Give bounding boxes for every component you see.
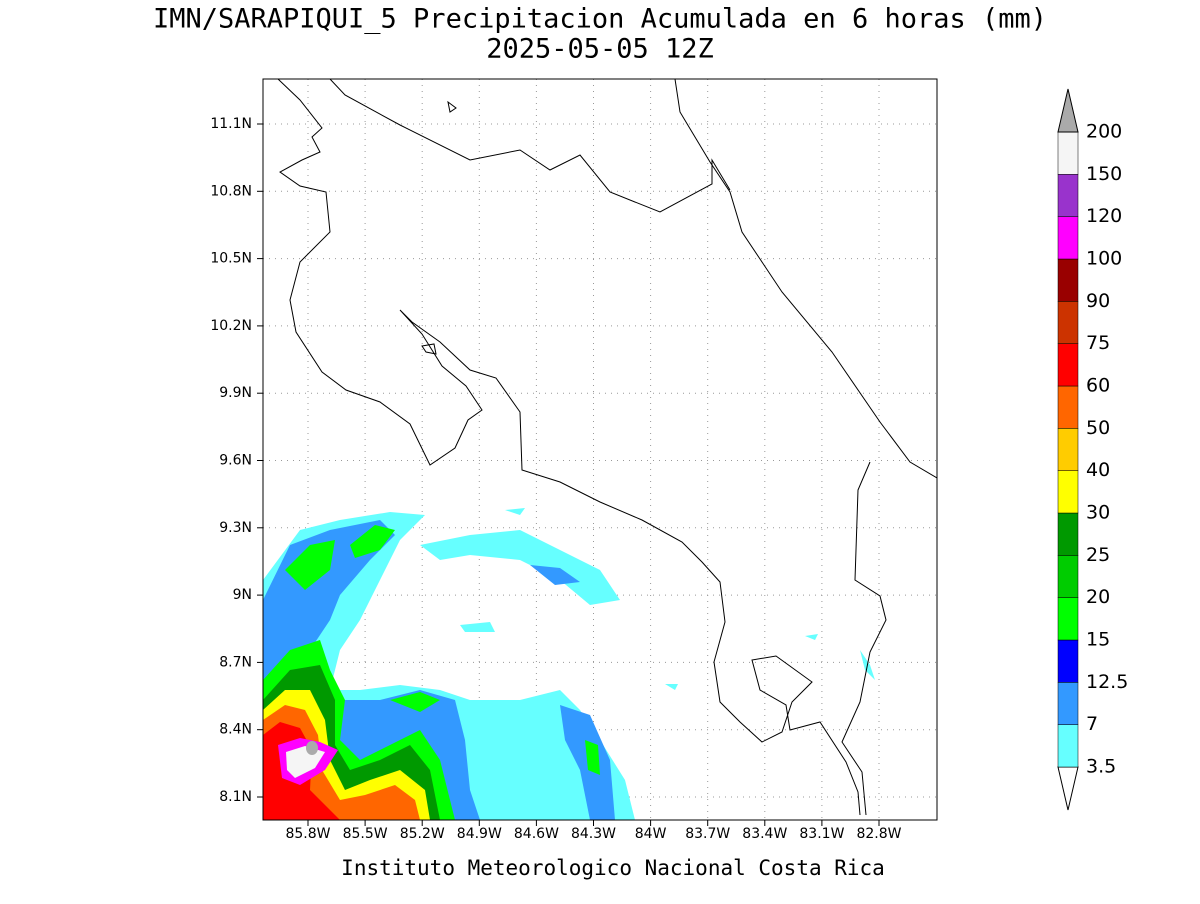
lat-label: 9N [233, 587, 252, 603]
lon-label: 84W [635, 826, 667, 842]
colorbar-label: 150 [1086, 163, 1122, 185]
colorbar-label: 30 [1086, 502, 1110, 524]
colorbar-segment [1057, 343, 1079, 387]
lon-label: 84.3W [571, 826, 616, 842]
colorbar-segment [1057, 301, 1079, 344]
colorbar-label: 100 [1086, 248, 1122, 270]
colorbar-label: 60 [1086, 375, 1110, 397]
lon-label: 82.8W [856, 826, 901, 842]
colorbar-segment [1057, 385, 1079, 429]
subtitle: 2025-05-05 12Z [486, 34, 714, 65]
colorbar-label: 90 [1086, 290, 1110, 312]
colorbar-segment [1057, 555, 1079, 598]
lat-label: 10.2N [210, 318, 252, 334]
lat-label: 8.4N [219, 722, 252, 738]
colorbar-under [1057, 766, 1079, 811]
lat-label: 8.7N [219, 654, 252, 670]
colorbar-segment [1057, 470, 1079, 514]
title: IMN/SARAPIQUI_5 Precipitacion Acumulada … [153, 4, 1047, 35]
colorbar-label: 75 [1086, 332, 1110, 354]
lon-label: 85.2W [400, 826, 445, 842]
footer: Instituto Meteorologico Nacional Costa R… [341, 856, 885, 880]
colorbar-label: 7 [1086, 713, 1098, 735]
lat-label: 9.3N [219, 520, 252, 536]
colorbar-segment [1057, 639, 1079, 683]
lat-label: 10.8N [210, 183, 252, 199]
colorbar-label: 50 [1086, 417, 1110, 439]
lat-label: 9.9N [219, 385, 252, 401]
lon-label: 84.9W [457, 826, 502, 842]
colorbar-segment [1057, 216, 1079, 260]
colorbar-label: 40 [1086, 459, 1110, 481]
colorbar-segment [1057, 428, 1079, 471]
colorbar-segment [1057, 682, 1079, 725]
precipitation [263, 508, 875, 820]
lat-label: 11.1N [210, 116, 252, 132]
lon-label: 84.6W [514, 826, 559, 842]
lat-label: 10.5N [210, 251, 252, 267]
coastlines [277, 79, 937, 816]
colorbar-label: 120 [1086, 205, 1122, 227]
lon-label: 83.1W [799, 826, 844, 842]
colorbar-segment [1057, 258, 1079, 302]
colorbar-over [1057, 88, 1079, 133]
colorbar-label: 3.5 [1086, 756, 1116, 778]
lon-label: 83.7W [685, 826, 730, 842]
colorbar: 3.5 7 12.5 15 20 25 30 40 50 60 75 90 100 120 150 200 [1057, 88, 1128, 811]
colorbar-label: 12.5 [1086, 671, 1128, 693]
colorbar-label: 25 [1086, 544, 1110, 566]
colorbar-segment [1057, 597, 1079, 641]
map-frame [262, 78, 938, 821]
colorbar-segment [1057, 174, 1079, 217]
lat-label: 8.1N [219, 789, 252, 805]
colorbar-label: 15 [1086, 629, 1110, 651]
lat-label: 9.6N [219, 453, 252, 469]
colorbar-segment [1057, 131, 1079, 175]
colorbar-segment [1057, 512, 1079, 556]
colorbar-segment [1057, 724, 1079, 768]
lon-label: 83.4W [742, 826, 787, 842]
colorbar-label: 20 [1086, 586, 1110, 608]
lon-label: 85.8W [285, 826, 330, 842]
lon-label: 85.5W [343, 826, 388, 842]
colorbar-label: 200 [1086, 121, 1122, 143]
